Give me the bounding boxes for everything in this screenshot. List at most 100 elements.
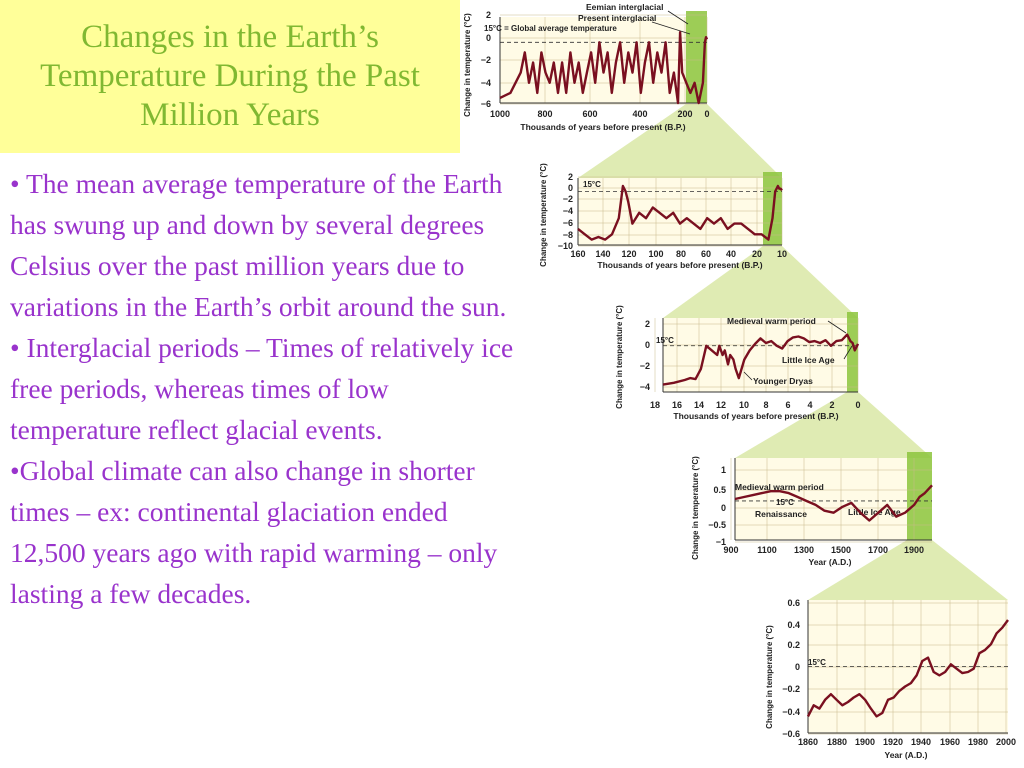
- zoom-connector-1: [578, 104, 782, 178]
- x-tick-label: 900: [723, 545, 738, 555]
- x-tick-label: 6: [785, 400, 790, 410]
- x-tick-label: 100: [648, 249, 663, 259]
- x-tick-label: 1940: [911, 737, 931, 747]
- y-tick-label: −0.6: [782, 729, 800, 739]
- y-tick-label: 2: [645, 319, 650, 329]
- x-tick-label: 12: [716, 400, 726, 410]
- chart-2: 160 140 120 100 80 60 40 20 1020−2−4−6−8−10Thous…: [539, 163, 787, 270]
- y-tick-label: −6: [481, 99, 491, 109]
- baseline-label: 15°C: [656, 336, 674, 345]
- chart-5: 1860 1880 1900 1920 1940 1960 1980 2000 0.6 0.4 0.…: [765, 598, 1016, 760]
- y-tick-label: 0: [721, 503, 726, 513]
- x-tick-label: 1980: [968, 737, 988, 747]
- highlight-band: [686, 11, 707, 103]
- temperature-series-line: [734, 484, 933, 522]
- y-tick-label: 0: [645, 340, 650, 350]
- x-tick-label: 2000: [996, 737, 1016, 747]
- y-tick-label: 0: [568, 183, 573, 193]
- x-axis-label: Thousands of years before present (B.P.): [520, 122, 685, 132]
- x-tick-label: 1500: [831, 545, 851, 555]
- x-tick-label: 40: [726, 249, 736, 259]
- y-axis-label: Change in temperature (°C): [691, 456, 700, 560]
- y-tick-label: −6: [563, 218, 573, 228]
- y-tick-label: −2: [563, 194, 573, 204]
- x-tick-label: 1920: [883, 737, 903, 747]
- y-tick-label: 0.6: [787, 598, 800, 608]
- baseline-label: 15°C: [808, 658, 826, 667]
- x-tick-label: 1880: [827, 737, 847, 747]
- annotation-label: Little Ice Age: [782, 355, 835, 365]
- y-tick-label: −1: [716, 537, 726, 547]
- annotation-label: Renaissance: [755, 509, 807, 519]
- y-tick-label: −2: [640, 361, 650, 371]
- zoom-connector-3: [735, 392, 932, 458]
- x-tick-label: 1100: [757, 545, 777, 555]
- y-tick-label: −4: [640, 382, 650, 392]
- x-tick-label: 1000: [490, 109, 510, 119]
- y-tick-label: −0.5: [708, 520, 726, 530]
- x-tick-label: 0: [855, 400, 860, 410]
- x-tick-label: 10: [739, 400, 749, 410]
- annotation-leader: [743, 371, 753, 381]
- x-tick-label: 200: [677, 109, 692, 119]
- y-tick-label: −10: [558, 241, 573, 251]
- annotation-leader: [667, 10, 689, 25]
- chart-4: 900 1100 1300 1500 1700 1900 1 0.5 0 −0.5 −1 Year (…: [691, 452, 933, 567]
- baseline-label: 15°C: [583, 180, 601, 189]
- x-axis-label: Year (A.D.): [885, 750, 928, 760]
- x-tick-label: 14: [694, 400, 704, 410]
- x-tick-label: 1900: [855, 737, 875, 747]
- x-axis-label: Year (A.D.): [809, 557, 852, 567]
- x-tick-label: 80: [676, 249, 686, 259]
- bullet-3: •Global climate can also change in short…: [10, 455, 498, 609]
- y-tick-label: −4: [563, 206, 573, 216]
- y-tick-label: 0: [795, 662, 800, 672]
- y-axis-label: Change in temperature (°C): [765, 625, 774, 729]
- bullet-1: • The mean average temperature of the Ea…: [10, 168, 507, 322]
- temperature-series-line: [806, 619, 1009, 718]
- annotation-label: Present interglacial: [578, 13, 656, 23]
- y-axis-label: Change in temperature (°C): [539, 163, 548, 267]
- x-tick-label: 60: [701, 249, 711, 259]
- x-tick-label: 2: [829, 400, 834, 410]
- y-tick-label: 2: [568, 172, 573, 182]
- x-tick-label: 1700: [868, 545, 888, 555]
- annotation-leader: [827, 320, 847, 334]
- chart-3: 18 16 14 12 10 8 6 4 2 0 2 0 −2 −4 Thousands of years …: [615, 305, 861, 421]
- plot-area: [735, 458, 932, 540]
- slide-title: Changes in the Earth’s Temperature Durin…: [40, 19, 420, 133]
- x-tick-label: 16: [672, 400, 682, 410]
- x-tick-label: 0: [704, 109, 709, 119]
- annotation-label: Medieval warm period: [735, 482, 824, 492]
- baseline-label: 15°C: [776, 498, 794, 507]
- y-axis-label: Change in temperature (°C): [615, 305, 624, 409]
- x-axis-label: Thousands of years before present (B.P.): [673, 411, 838, 421]
- baseline-label: 15°C = Global average temperature: [484, 24, 617, 33]
- bullet-2: • Interglacial periods – Times of relati…: [10, 332, 514, 445]
- bullet-list: • The mean average temperature of the Ea…: [10, 163, 520, 614]
- highlight-band: [847, 312, 858, 392]
- x-tick-label: 4: [807, 400, 812, 410]
- annotation-leader: [843, 345, 853, 360]
- y-tick-label: 0.4: [787, 620, 800, 630]
- y-tick-label: −8: [563, 230, 573, 240]
- x-tick-label: 1300: [794, 545, 814, 555]
- y-axis-label: Change in temperature (°C): [463, 13, 472, 117]
- x-tick-label: 800: [537, 109, 552, 119]
- x-tick-label: 140: [595, 249, 610, 259]
- chart-1: 1000 800 600 400 200 0 2 0 −2 −4 −6 Thousands of ye…: [463, 2, 710, 132]
- y-tick-label: 1: [721, 465, 726, 475]
- x-tick-label: 1960: [940, 737, 960, 747]
- x-tick-label: 400: [632, 109, 647, 119]
- y-tick-label: −0.2: [782, 684, 800, 694]
- x-tick-label: 600: [582, 109, 597, 119]
- annotation-label: Little Ice Age: [848, 507, 901, 517]
- annotation-label: Medieval warm period: [727, 316, 816, 326]
- y-tick-label: 0.5: [713, 485, 726, 495]
- y-tick-label: −2: [481, 55, 491, 65]
- x-tick-label: 8: [763, 400, 768, 410]
- annotation-label: Eemian interglacial: [586, 2, 663, 12]
- zoom-connector-2: [663, 246, 858, 318]
- title-box: Changes in the Earth’s Temperature Durin…: [0, 0, 460, 153]
- y-tick-label: 0: [486, 33, 491, 43]
